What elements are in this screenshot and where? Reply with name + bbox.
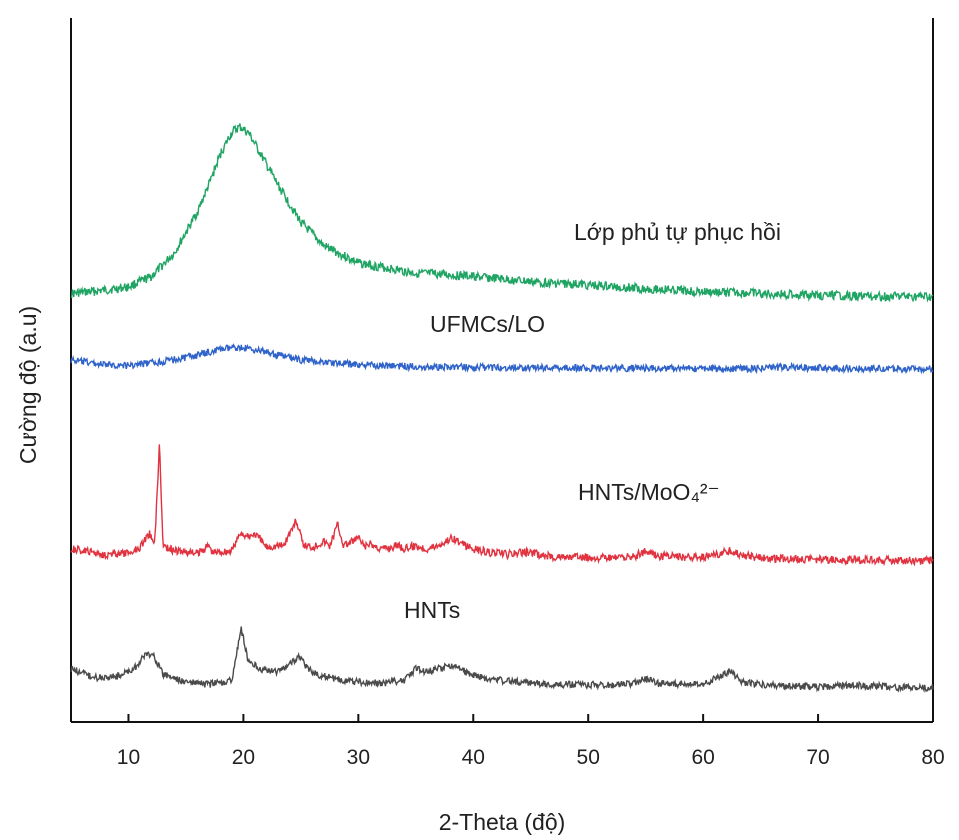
x-axis-title: 2-Theta (độ) [439,809,566,835]
y-axis-title: Cường độ (a.u) [15,306,41,464]
series-line-0 [70,123,934,303]
x-ticks: 10 20 30 40 50 60 70 80 [117,714,945,769]
series-line-2 [70,444,934,567]
series-layer [70,123,934,694]
x-tick-label-80: 80 [921,746,944,769]
x-tick-label-60: 60 [691,746,714,769]
x-tick-label-10: 10 [117,746,140,769]
x-tick-label-30: 30 [347,746,370,769]
series-label-0: Lớp phủ tự phục hồi [574,219,781,245]
series-line-1 [70,342,934,375]
series-label-2: HNTs/MoO₄²⁻ [578,479,720,505]
series-labels: Lớp phủ tự phục hồi UFMCs/LO HNTs/MoO₄²⁻ HN… [404,219,781,623]
series-line-3 [70,626,934,694]
x-tick-label-70: 70 [806,746,829,769]
x-tick-label-50: 50 [577,746,600,769]
series-label-1: UFMCs/LO [430,311,545,337]
x-tick-label-40: 40 [462,746,485,769]
x-tick-label-20: 20 [232,746,255,769]
plot-area [70,18,934,723]
series-label-3: HNTs [404,597,460,623]
